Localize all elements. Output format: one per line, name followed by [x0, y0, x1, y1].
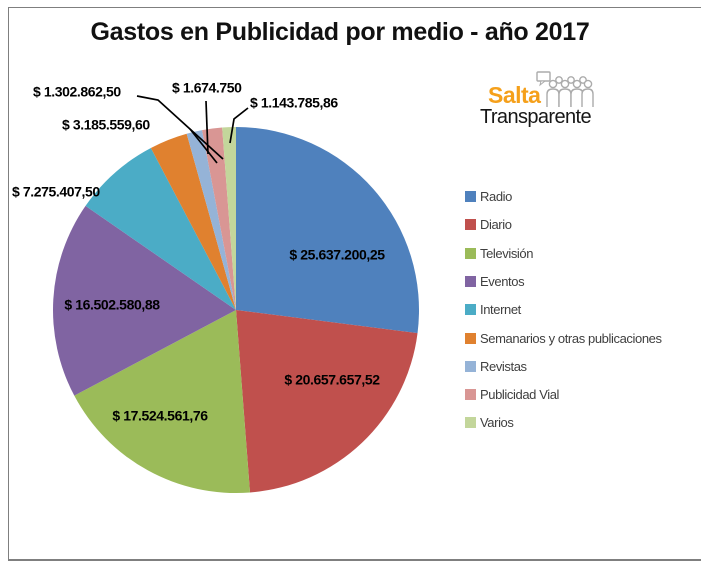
legend-item-semanarios-y-otras-publicaciones: Semanarios y otras publicaciones — [465, 330, 662, 346]
legend-swatch-varios — [465, 417, 476, 429]
pie-slice-radio — [236, 127, 420, 334]
legend-item-internet: Internet — [465, 302, 521, 318]
legend-label-internet: Internet — [480, 302, 521, 318]
data-label-publicidad-vial: $ 1.674.750 — [172, 80, 242, 96]
legend-item-eventos: Eventos — [465, 273, 525, 289]
data-label-varios: $ 1.143.785,86 — [250, 95, 338, 111]
pie-slice-revistas — [186, 130, 236, 310]
pie-slice-semanarios-y-otras-publicaciones — [150, 133, 236, 310]
legend-label-radio: Radio — [480, 189, 512, 204]
leader-line-revistas — [136, 95, 224, 160]
legend-swatch-internet — [465, 304, 476, 316]
legend-label-television: Televisión — [480, 245, 534, 261]
leader-line-semanarios-y-otras-publicaciones — [189, 128, 218, 164]
legend-swatch-revistas — [465, 360, 476, 372]
legend-item-radio: Radio — [465, 189, 512, 204]
chart-legend: Radio Diario Televisión Eventos Internet Sema… — [459, 0, 699, 580]
logo-brand-word: Salta — [488, 82, 541, 108]
legend-item-television: Televisión — [465, 245, 534, 261]
legend-swatch-television — [465, 247, 476, 259]
legend-item-revistas: Revistas — [465, 358, 527, 374]
data-label-television: $ 17.524.561,76 — [112, 408, 208, 424]
legend-swatch-semanarios-y-otras-publicaciones — [465, 332, 476, 344]
data-label-diario: $ 20.657.657,52 — [284, 372, 380, 388]
logo-brand-word-2: Transparente — [480, 106, 592, 128]
salta-transparente-logo: Salta — [480, 70, 620, 134]
crowd-people-icon — [536, 71, 594, 107]
leader-line-publicidad-vial — [205, 100, 209, 155]
legend-item-diario: Diario — [465, 217, 512, 233]
legend-label-publicidad-vial: Publicidad Vial — [480, 387, 560, 403]
leader-line-varios — [229, 107, 249, 144]
data-label-internet: $ 7.275.407,50 — [12, 184, 100, 200]
chart-border-frame — [8, 7, 701, 561]
legend-item-publicidad-vial: Publicidad Vial — [465, 387, 560, 403]
legend-label-semanarios-y-otras-publicaciones: Semanarios y otras publicaciones — [480, 330, 662, 346]
legend-swatch-publicidad-vial — [465, 389, 476, 401]
chart-title: Gastos en Publicidad por medio - año 201… — [90, 18, 590, 46]
pie-slice-varios — [222, 126, 236, 310]
pie-slice-television — [74, 310, 251, 493]
data-label-radio: $ 25.637.200,25 — [289, 247, 385, 263]
legend-label-varios: Varios — [480, 415, 514, 431]
data-label-eventos: $ 16.502.580,88 — [64, 297, 160, 313]
legend-label-revistas: Revistas — [480, 358, 527, 374]
legend-swatch-diario — [465, 219, 476, 231]
legend-item-varios: Varios — [465, 415, 514, 431]
pie-slice-diario — [236, 310, 418, 493]
pie-slice-eventos — [52, 205, 237, 396]
legend-label-eventos: Eventos — [480, 273, 525, 289]
data-label-semanarios-y-otras-publicaciones: $ 3.185.559,60 — [62, 117, 150, 133]
pie-slice-internet — [85, 148, 237, 310]
legend-swatch-radio — [465, 191, 476, 202]
data-label-revistas: $ 1.302.862,50 — [33, 84, 121, 100]
pie-slice-publicidad-vial — [202, 127, 236, 311]
legend-swatch-eventos — [465, 275, 476, 287]
legend-label-diario: Diario — [480, 217, 512, 233]
